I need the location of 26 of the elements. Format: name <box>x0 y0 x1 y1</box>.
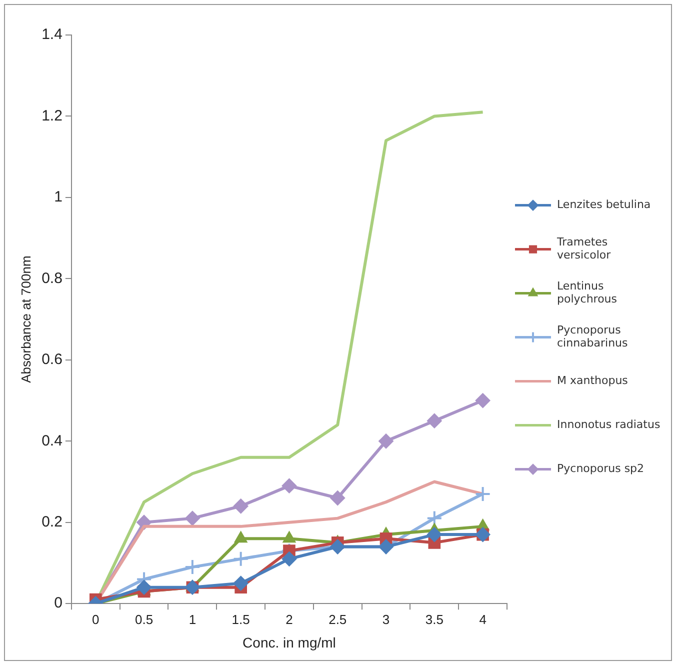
x-axis-title: Conc. in mg/ml <box>242 634 336 650</box>
x-tick-label: 1.5 <box>232 612 250 627</box>
legend-label: Lentinus polychrous <box>557 280 618 306</box>
y-tick-label: 0.2 <box>42 514 62 531</box>
x-tick-label: 3.5 <box>425 612 444 627</box>
y-axis-title: Absorbance at 700nm <box>18 256 34 383</box>
y-tick-label: 0.8 <box>42 270 62 287</box>
legend-label: M xanthopus <box>557 374 628 388</box>
legend-label: Innonotus radiatus <box>557 418 660 432</box>
y-tick-label: 1 <box>54 188 62 206</box>
legend-label: Pycnoporus cinnabarinus <box>557 324 628 350</box>
x-tick-label: 2.5 <box>328 612 347 627</box>
y-tick-label: 0 <box>54 594 62 612</box>
x-tick-label: 0 <box>92 612 100 627</box>
y-tick-label: 1.2 <box>42 107 62 124</box>
y-tick-label: 0.6 <box>42 351 62 368</box>
y-tick-label: 1.4 <box>42 26 62 44</box>
legend-label: Trametes versicolor <box>556 236 612 262</box>
legend-label: Lenzites betulina <box>557 198 651 212</box>
x-tick-label: 1 <box>188 612 196 627</box>
legend-label: Pycnoporus sp2 <box>557 462 644 476</box>
x-tick-label: 3 <box>382 612 390 627</box>
x-tick-label: 2 <box>286 612 293 627</box>
x-tick-label: 4 <box>479 612 486 627</box>
y-tick-label: 0.4 <box>42 432 62 450</box>
x-tick-label: 0.5 <box>135 612 154 627</box>
